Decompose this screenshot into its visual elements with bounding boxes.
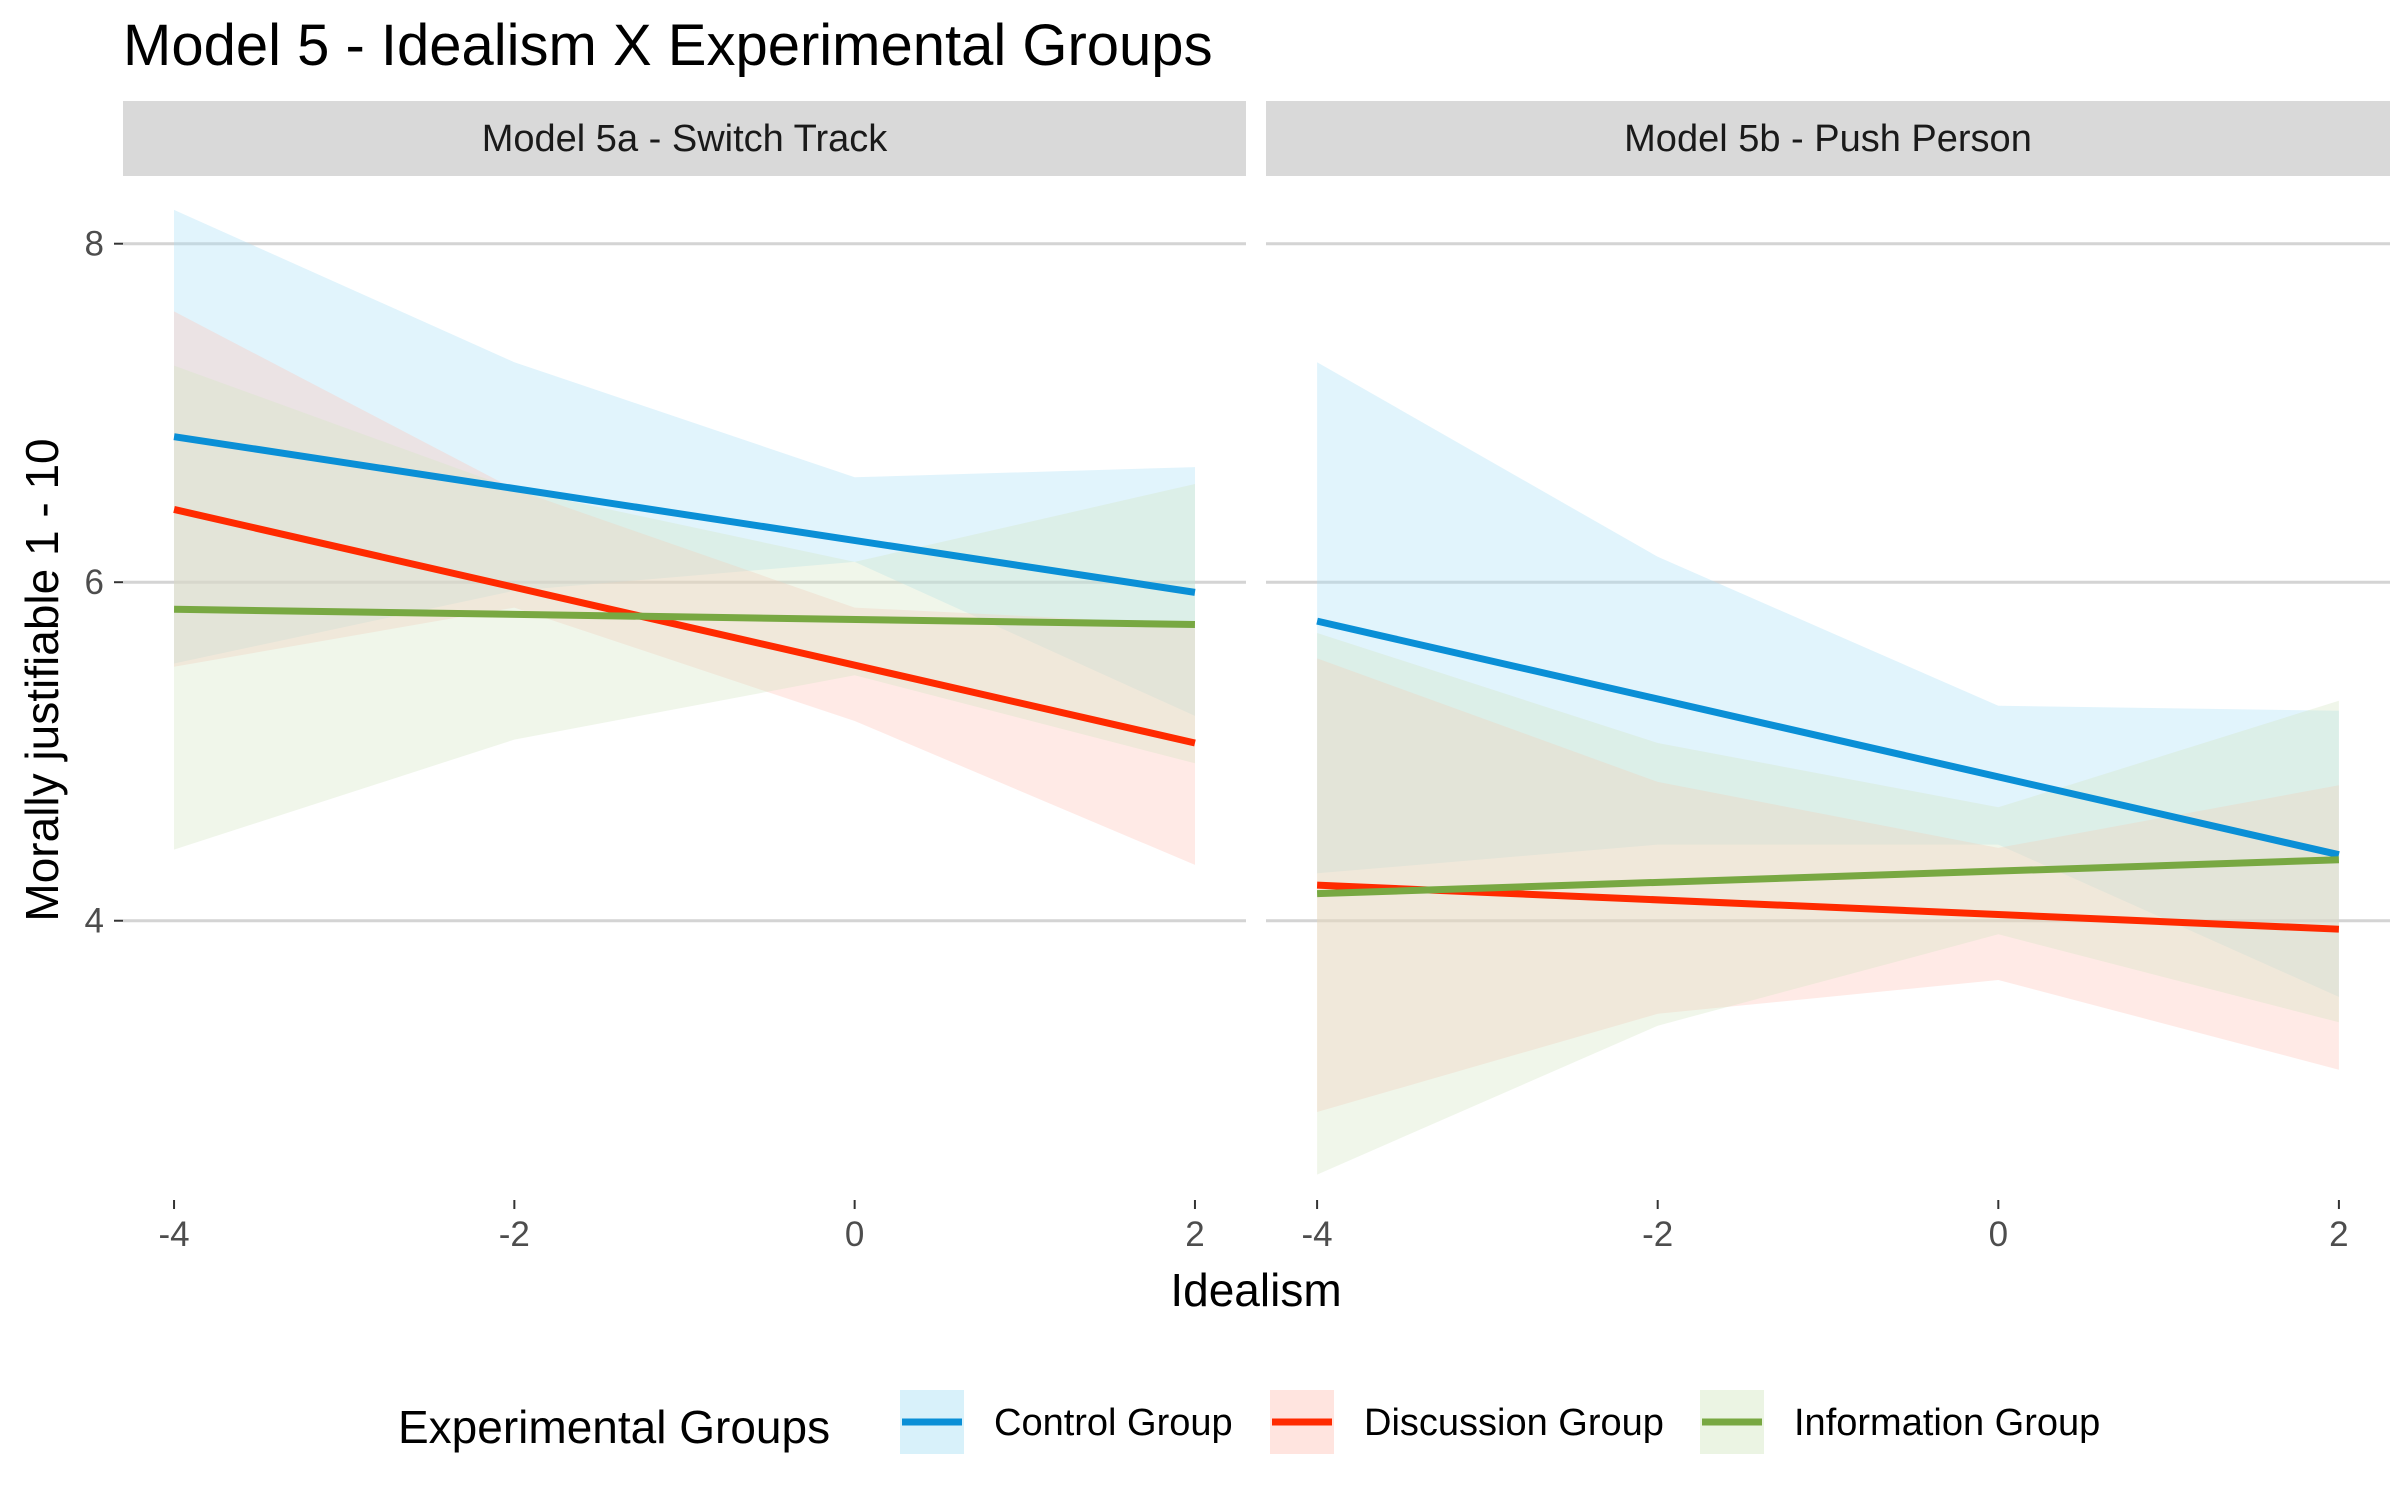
panel-push-person: Model 5b - Push Person -4 -2 0 2 (1266, 101, 2390, 1254)
panel-series-lines (173, 433, 1196, 747)
y-axis: 4 6 8 (85, 225, 123, 941)
x-tick-label: -2 (499, 1215, 530, 1254)
y-tick-label: 8 (85, 225, 104, 264)
band-control-group (174, 209, 1195, 716)
x-axis-title: Idealism (1170, 1264, 1341, 1316)
band-discussion-group (1317, 658, 2339, 1112)
panel-strip (1266, 101, 2390, 176)
x-tick-label: -4 (158, 1215, 189, 1254)
panel-series-lines (1316, 617, 2340, 933)
band-control-group (1317, 362, 2339, 997)
panel-x-ticks: -4 -2 0 2 (1302, 1200, 2349, 1254)
line-discussion-group (1316, 881, 2340, 933)
panel-gridlines (123, 242, 1246, 923)
legend-label-control-group: Control Group (994, 1402, 1233, 1444)
x-tick-label: 2 (1185, 1215, 1204, 1254)
panel-strip (123, 101, 1246, 176)
legend: Experimental Groups Control Group Discuss… (398, 1390, 2100, 1454)
x-tick-label: -2 (1642, 1215, 1673, 1254)
line-information-group (1316, 856, 2340, 898)
legend-label-discussion-group: Discussion Group (1364, 1402, 1664, 1444)
chart-title: Model 5 - Idealism X Experimental Groups (123, 13, 1213, 78)
panel-strip-label: Model 5b - Push Person (1624, 118, 2032, 160)
panel-confidence-bands (1317, 362, 2339, 1175)
line-control-group (1316, 617, 2340, 859)
line-control-group (173, 433, 1196, 596)
line-discussion-group (173, 506, 1196, 747)
x-tick-label: 2 (2329, 1215, 2348, 1254)
legend-label-information-group: Information Group (1794, 1402, 2100, 1444)
band-discussion-group (174, 311, 1195, 865)
y-tick-label: 6 (85, 563, 104, 602)
x-tick-label: -4 (1302, 1215, 1333, 1254)
panel-x-ticks: -4 -2 0 2 (158, 1200, 1205, 1254)
x-tick-label: 0 (1989, 1215, 2008, 1254)
y-axis-title: Morally justifiable 1 - 10 (16, 438, 68, 921)
panel-switch-track: Model 5a - Switch Track -4 -2 0 2 (123, 101, 1246, 1254)
panel-strip-label: Model 5a - Switch Track (482, 118, 888, 160)
band-information-group (174, 365, 1195, 850)
legend-title: Experimental Groups (398, 1401, 830, 1453)
x-tick-label: 0 (845, 1215, 864, 1254)
y-tick-label: 4 (85, 902, 104, 941)
panel-confidence-bands (174, 209, 1195, 865)
line-information-group (173, 605, 1196, 629)
